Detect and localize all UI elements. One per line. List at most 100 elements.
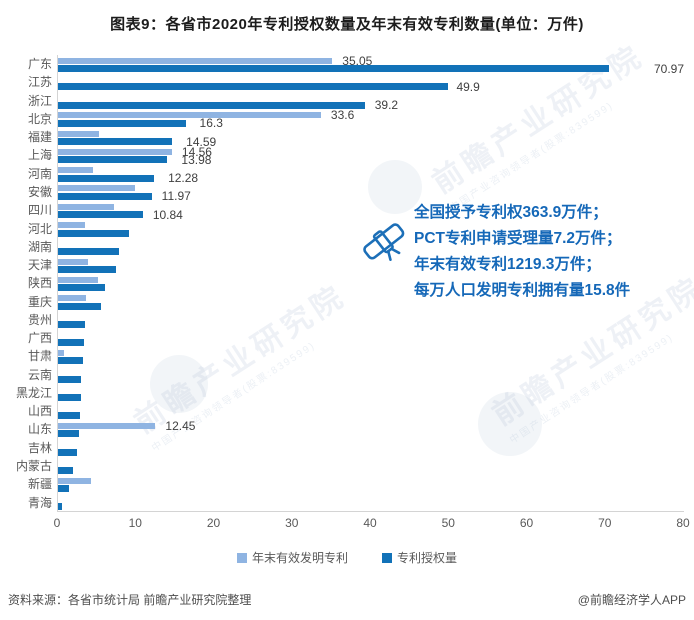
bar-granted-patents xyxy=(58,266,116,274)
bar-granted-patents xyxy=(58,138,173,146)
bar-granted-patents xyxy=(58,302,102,310)
bar-value-label: 14.56 xyxy=(181,144,212,159)
bar-value-label: 35.05 xyxy=(342,53,373,68)
chart-row: 河南 12.28 xyxy=(0,164,694,186)
x-axis-tick: 40 xyxy=(363,516,377,530)
bar-granted-patents xyxy=(58,412,80,420)
credit-note: @前瞻经济学人APP xyxy=(577,593,686,607)
x-axis-tick: 10 xyxy=(128,516,142,530)
bar-value-label: 70.97 xyxy=(653,61,684,76)
category-label: 河南 xyxy=(27,166,52,181)
x-axis-tick: 50 xyxy=(441,516,455,530)
bar-value-label: 12.28 xyxy=(168,171,199,186)
category-label: 广西 xyxy=(27,331,52,346)
category-label: 重庆 xyxy=(27,294,52,309)
bar-effective-patents xyxy=(58,185,136,192)
bar-effective-patents xyxy=(58,258,88,265)
chart-row: 广东 35.05 70.97 xyxy=(0,53,694,76)
bar-granted-patents xyxy=(58,211,143,219)
category-label: 北京 xyxy=(27,111,52,126)
footer: 资料来源：各省市统计局 前瞻产业研究院整理 @前瞻经济学人APP xyxy=(8,591,686,608)
bar-effective-patents xyxy=(58,349,65,356)
chart-row: 浙江 39.2 xyxy=(0,91,694,113)
bar-granted-patents xyxy=(58,466,73,474)
category-label: 吉林 xyxy=(27,440,52,455)
bar-group xyxy=(57,237,684,256)
legend-item: 专利授权量 xyxy=(382,549,457,566)
chart-row: 安徽 11.97 xyxy=(0,182,694,204)
x-axis-tick: 20 xyxy=(206,516,221,530)
bar-group xyxy=(57,310,684,329)
category-label: 四川 xyxy=(27,203,52,218)
bar-granted-patents xyxy=(58,247,120,255)
bar-granted-patents xyxy=(58,174,155,182)
bar-effective-patents xyxy=(58,276,98,283)
bar-group xyxy=(57,365,684,384)
chart-row: 内蒙古 xyxy=(0,456,694,476)
bar-granted-patents xyxy=(58,65,609,73)
x-axis-tick: 70 xyxy=(598,516,612,530)
bar-group xyxy=(57,492,684,513)
chart-row: 北京 33.6 16.3 xyxy=(0,108,694,131)
bar-granted-patents xyxy=(58,83,449,91)
bar-value-label: 13.98 xyxy=(181,152,212,167)
bar-effective-patents xyxy=(58,148,172,155)
bar-value-label: 39.2 xyxy=(374,98,399,113)
bar-group xyxy=(57,328,684,348)
bar-granted-patents xyxy=(58,430,80,438)
bar-effective-patents xyxy=(58,167,94,174)
bar-value-label: 33.6 xyxy=(330,108,355,123)
x-axis: 0 10 20 30 40 50 60 70 80 xyxy=(53,516,690,532)
bar-effective-patents xyxy=(58,57,333,64)
bar-granted-patents xyxy=(58,485,69,493)
bar-effective-patents xyxy=(58,130,100,137)
bar-group: 33.6 16.3 xyxy=(57,108,684,131)
bar-group xyxy=(57,292,684,311)
bar-group xyxy=(57,475,684,494)
chart-row: 青海 xyxy=(0,492,694,513)
category-label: 贵州 xyxy=(27,312,52,327)
category-label: 天津 xyxy=(27,258,52,273)
chart-row: 江苏 49.9 xyxy=(0,73,694,94)
bar-value-label: 16.3 xyxy=(199,116,223,131)
bar-effective-patents xyxy=(58,112,321,119)
bar-group xyxy=(57,255,684,275)
x-axis-tick: 0 xyxy=(53,516,61,530)
chart-row: 陕西 xyxy=(0,274,694,293)
bar-granted-patents xyxy=(58,357,84,365)
legend-label: 专利授权量 xyxy=(397,551,458,565)
chart-row: 天津 xyxy=(0,255,694,275)
bar-value-label: 14.59 xyxy=(186,134,217,149)
legend-item: 年末有效发明专利 xyxy=(236,549,348,566)
x-axis-tick: 30 xyxy=(285,516,299,530)
category-label: 内蒙古 xyxy=(15,458,52,473)
annotation-line: 每万人口发明专利拥有量15.8件 xyxy=(414,282,631,299)
chart-row: 上海 14.56 13.98 xyxy=(0,144,694,167)
bar-group xyxy=(57,438,684,457)
bar-granted-patents xyxy=(58,229,130,237)
chart-row: 湖南 xyxy=(0,237,694,256)
bar-group xyxy=(57,402,684,421)
bar-value-label: 49.9 xyxy=(456,79,480,94)
chart-row: 黑龙江 xyxy=(0,383,694,403)
category-label: 新疆 xyxy=(27,477,52,492)
category-label: 山西 xyxy=(27,404,52,419)
bar-granted-patents xyxy=(58,375,81,383)
bar-granted-patents xyxy=(58,448,77,456)
chart-row: 云南 xyxy=(0,365,694,384)
bar-group: 14.56 13.98 xyxy=(57,144,684,167)
x-axis-tick: 60 xyxy=(519,516,534,530)
bar-effective-patents xyxy=(58,203,114,210)
category-label: 江苏 xyxy=(27,75,52,90)
bar-group: 39.2 xyxy=(57,91,684,113)
bar-value-label: 11.97 xyxy=(161,189,191,204)
bar-granted-patents xyxy=(58,156,168,164)
bar-granted-patents xyxy=(58,339,84,347)
bar-effective-patents xyxy=(58,477,91,484)
bar-effective-patents xyxy=(58,422,156,429)
chart-row: 贵州 xyxy=(0,310,694,329)
category-label: 湖南 xyxy=(27,239,52,254)
bar-effective-patents xyxy=(58,222,86,229)
bar-granted-patents xyxy=(58,101,365,109)
category-label: 广东 xyxy=(27,57,52,72)
